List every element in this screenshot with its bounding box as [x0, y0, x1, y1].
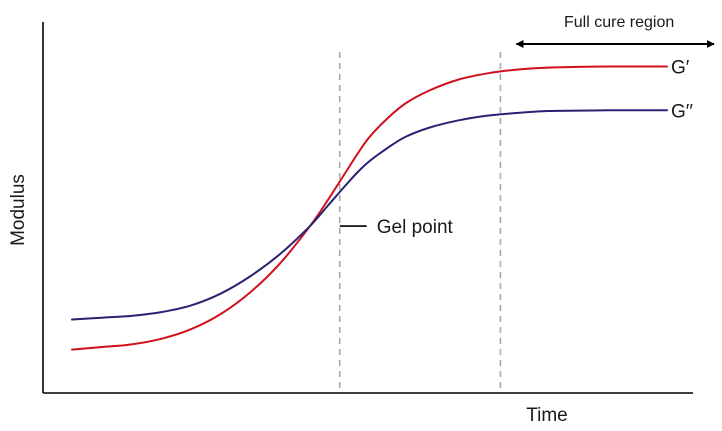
gel-point-label: Gel point — [377, 217, 454, 238]
series-label-g-double-prime: G′′ — [671, 101, 693, 122]
series-line-g-double-prime — [71, 109, 668, 321]
full-cure-label: Full cure region — [564, 14, 674, 31]
y-axis-label: Modulus — [8, 174, 29, 246]
series-label-g-prime: G′ — [671, 58, 690, 79]
series-layer — [71, 65, 668, 351]
x-axis-label: Time — [526, 405, 568, 426]
series-line-g-prime — [71, 65, 668, 351]
